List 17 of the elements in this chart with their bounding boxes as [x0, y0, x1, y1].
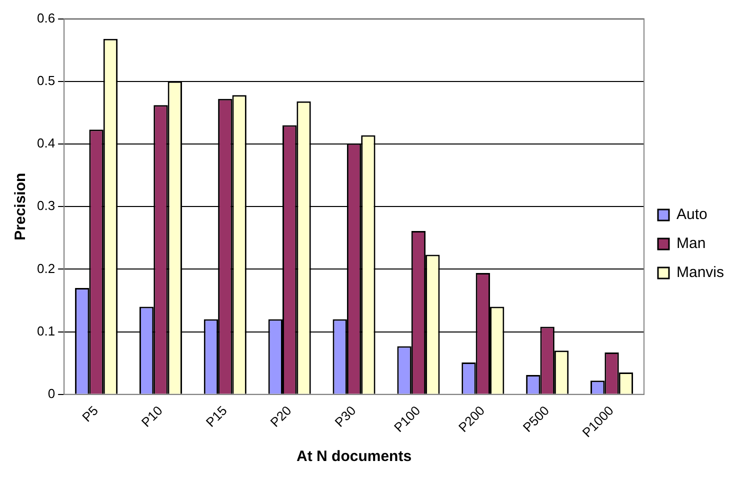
legend-label: Man [676, 235, 706, 252]
x-tick-label: P15 [202, 402, 230, 430]
y-tick-label: 0 [48, 386, 56, 401]
legend-label: Auto [676, 206, 708, 224]
x-axis-title: At N documents [296, 448, 412, 466]
y-tick-label: 0.2 [36, 260, 56, 276]
y-tick-label: 0.4 [36, 136, 56, 151]
y-tick-label: 0.5 [36, 72, 56, 88]
x-tick-label: P20 [267, 402, 294, 430]
y-axis-title: Precision [12, 172, 30, 240]
y-tick-label: 0.1 [36, 323, 56, 338]
x-tick-label: P10 [138, 402, 166, 430]
y-tick-label: 0.3 [36, 198, 56, 214]
y-tick-label: 0.6 [36, 10, 56, 26]
x-tick-label: P5 [79, 402, 101, 425]
x-tick-label: P30 [332, 402, 359, 430]
legend-label: Manvis [676, 264, 724, 282]
